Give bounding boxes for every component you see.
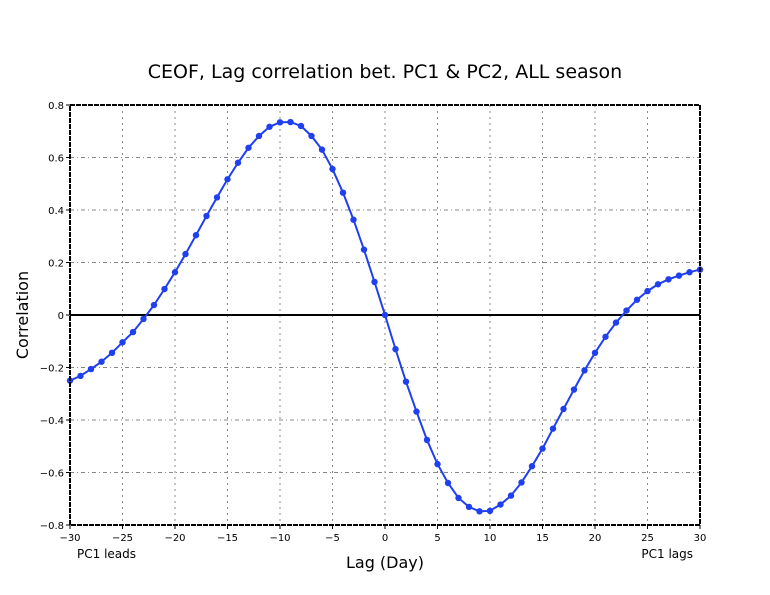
y-axis-label: Correlation [13,271,32,359]
data-point [98,358,105,365]
x-tick-label: −20 [164,533,185,544]
y-tick-label: −0.6 [40,469,64,480]
data-point [402,378,410,385]
annotation-pc1-lags: PC1 lags [641,547,693,561]
data-point [255,132,263,140]
data-point [602,333,609,340]
data-point [213,194,221,201]
data-point [77,372,84,380]
x-tick-label: 25 [641,533,654,544]
data-point [686,269,693,276]
data-point [87,365,95,373]
data-point [381,311,389,319]
y-tick-label: −0.2 [40,364,64,375]
data-point [665,276,672,283]
data-point [486,507,494,515]
data-point [633,296,641,303]
x-tick-label: 5 [434,533,440,544]
data-point [591,349,599,356]
data-point [350,216,357,223]
data-point [140,315,147,323]
data-point [287,118,294,126]
x-tick-label: −5 [325,533,340,544]
data-point [161,285,168,293]
series-group [66,118,704,515]
data-point [203,212,210,220]
data-point [560,405,567,413]
data-point [339,189,347,196]
data-point [423,436,431,444]
y-tick-label: 0.6 [48,154,64,165]
data-point [539,445,546,452]
data-point [371,278,378,286]
data-point [108,349,116,356]
data-point [413,408,420,415]
x-tick-label: −15 [217,533,238,544]
data-point [518,479,525,486]
data-point [497,501,504,508]
x-axis-ticks: −30 −25 −20 −15 −10 −5 0 5 10 15 20 25 30 [59,525,706,544]
data-point [266,123,273,130]
data-point [360,246,368,253]
x-tick-label: −25 [112,533,133,544]
data-point [182,250,189,258]
data-point [465,503,473,511]
data-point [528,463,536,470]
data-point [329,165,336,173]
data-point [549,425,557,432]
data-point [675,272,683,279]
data-point [612,319,620,326]
y-tick-label: 0.4 [48,206,64,217]
data-point [192,232,200,239]
data-point [581,367,588,374]
x-tick-label: 20 [589,533,602,544]
x-tick-label: 0 [382,533,388,544]
y-tick-label: 0.8 [48,101,64,112]
data-point [224,176,231,183]
data-point [308,132,315,140]
data-point [476,508,483,515]
y-tick-label: 0 [58,311,64,322]
annotation-pc1-leads: PC1 leads [77,547,136,561]
chart-title: CEOF, Lag correlation bet. PC1 & PC2, AL… [148,61,622,83]
x-tick-label: −30 [59,533,80,544]
data-point [654,281,662,288]
y-axis-ticks: −0.8 −0.6 −0.4 −0.2 0 0.2 0.4 0.6 0.8 [40,101,70,532]
x-tick-label: −10 [269,533,290,544]
data-point [455,494,462,502]
x-axis-label: Lag (Day) [346,553,424,572]
y-tick-label: 0.2 [48,259,64,270]
data-point [644,287,651,295]
data-point [297,122,305,130]
x-tick-label: 10 [484,533,497,544]
x-tick-label: 30 [694,533,707,544]
data-point [234,159,242,166]
data-point [623,307,630,314]
data-point [119,339,126,346]
data-point [444,479,452,487]
data-point [570,386,578,393]
data-point [245,144,252,151]
data-point [171,269,179,276]
data-point [434,460,441,468]
data-point [150,301,158,309]
data-point [129,328,137,336]
data-point [392,345,399,353]
y-tick-label: −0.8 [40,521,64,532]
x-tick-label: 15 [536,533,549,544]
data-point [276,119,284,126]
y-tick-label: −0.4 [40,416,64,427]
data-point [318,146,326,153]
data-point [507,492,515,499]
